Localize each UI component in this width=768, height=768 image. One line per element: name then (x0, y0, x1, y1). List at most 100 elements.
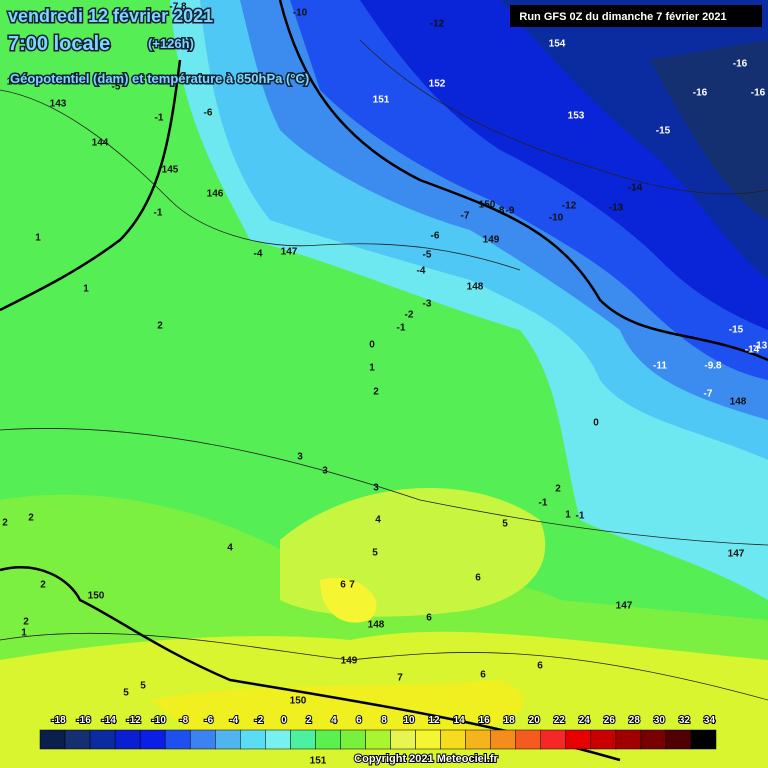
temperature-label: -2 (405, 310, 414, 321)
legend-swatch (440, 729, 466, 750)
temperature-label: -1 (397, 323, 406, 334)
geopotential-label: 151 (310, 756, 327, 767)
geopotential-label: 147 (616, 601, 633, 612)
legend-swatch (540, 729, 567, 750)
legend-tick-label: 12 (429, 715, 441, 726)
geopotential-label: 146 (207, 189, 224, 200)
temperature-label: -5 (112, 82, 121, 93)
geopotential-label: 148 (467, 282, 484, 293)
legend-tick-label: 32 (679, 715, 691, 726)
legend-tick-label: 18 (504, 715, 516, 726)
isohypses-thin (0, 39, 768, 701)
temperature-label: 3 (373, 483, 379, 494)
temperature-label: -7 (461, 211, 470, 222)
legend-tick-label: 2 (306, 715, 312, 726)
legend-swatch (465, 729, 491, 750)
legend-tick-label: 8 (381, 715, 387, 726)
legend-tick-label: 20 (529, 715, 541, 726)
temperature-label: 6 (340, 580, 346, 591)
temperature-label: 0 (369, 340, 375, 351)
geopotential-label: 150 (290, 696, 307, 707)
legend-swatch (415, 729, 441, 750)
legend-tick-label: -12 (126, 715, 141, 726)
temperature-label: 0 (593, 418, 599, 429)
temperature-label: -5 (423, 250, 432, 261)
forecast-time: 7:00 locale (8, 33, 110, 55)
geopotential-label: 150 (88, 591, 105, 602)
temperature-label: 2 (23, 617, 29, 628)
temperature-label: -7 (704, 389, 713, 400)
run-info: Run GFS 0Z du dimanche 7 février 2021 (519, 11, 726, 23)
geopotential-label: 147 (728, 549, 745, 560)
geopotential-label: 141 (7, 77, 24, 88)
legend-tick-label: -4 (229, 715, 238, 726)
copyright: Copyright 2021 Meteociel.fr (354, 753, 498, 765)
legend-tick-label: 0 (281, 715, 287, 726)
legend-swatch (114, 729, 141, 750)
legend-swatch (590, 729, 617, 750)
legend-tick-label: 24 (579, 715, 591, 726)
legend-tick-label: 26 (604, 715, 616, 726)
temperature-label: -1 (154, 208, 163, 219)
geopotential-label: 154 (549, 39, 566, 50)
legend-tick-label: 10 (403, 715, 415, 726)
temperature-label: 2 (373, 387, 379, 398)
geopotential-label: 149 (341, 656, 358, 667)
temperature-label: 2 (157, 321, 163, 332)
legend-swatch (265, 729, 291, 750)
temperature-label: -9 (506, 206, 515, 217)
legend-swatch (240, 729, 266, 750)
legend-tick-label: 28 (629, 715, 641, 726)
geopotential-label: 152 (429, 79, 446, 90)
temperature-label: -14 (628, 183, 643, 194)
geopotential-label: 149 (483, 235, 500, 246)
temperature-label: -16 (733, 59, 748, 70)
legend-tick-label: -10 (151, 715, 166, 726)
legend-swatch (490, 729, 516, 750)
legend-swatch (665, 729, 692, 750)
legend-swatch (340, 729, 366, 750)
legend-tick-label: -14 (101, 715, 116, 726)
temperature-label: -4 (254, 249, 263, 260)
temperature-label: 7 (397, 673, 403, 684)
legend-swatch (365, 729, 391, 750)
temperature-label: -1 (576, 511, 585, 522)
temperature-label: 1 (565, 510, 571, 521)
temperature-label: -12 (430, 19, 445, 30)
legend-tick-label: -18 (51, 715, 66, 726)
color-legend: -18 -16 -14 -12 -10 -8 -6 -4 -2 0 2 4 6 8 10 12 14 16 18 20… (39, 714, 717, 750)
legend-tick-label: 4 (331, 715, 337, 726)
legend-swatch (290, 729, 316, 750)
legend-swatch (315, 729, 341, 750)
geopotential-label: 153 (568, 111, 585, 122)
temperature-label: 3 (322, 466, 328, 477)
temperature-label: -6 (431, 231, 440, 242)
legend-swatch (515, 729, 541, 750)
temperature-label: 2 (40, 580, 46, 591)
legend-swatch (690, 729, 717, 750)
temperature-label: -16 (751, 88, 766, 99)
temperature-label: 5 (502, 519, 508, 530)
geopotential-label: 148 (730, 397, 747, 408)
legend-tick-label: -16 (76, 715, 91, 726)
legend-tick-label: 6 (356, 715, 362, 726)
temperature-label: 2 (555, 484, 561, 495)
temperature-label: 5 (140, 681, 146, 692)
legend-tick-label: -2 (254, 715, 263, 726)
temperature-label: 1 (83, 284, 89, 295)
legend-swatch (390, 729, 416, 750)
temperature-label: -7.8 (169, 2, 187, 13)
legend-swatch (164, 729, 191, 750)
temperature-label: 6 (537, 661, 543, 672)
temperature-label: -14 (745, 345, 760, 356)
legend-tick-label: 30 (654, 715, 666, 726)
legend-tick-label: 22 (554, 715, 566, 726)
temperature-label: -6 (204, 108, 213, 119)
temperature-label: 3 (297, 452, 303, 463)
geopotential-label: 150 (479, 200, 496, 211)
temperature-label: 1 (35, 233, 41, 244)
temperature-label: -10 (293, 8, 308, 19)
temperature-label: -12 (562, 201, 577, 212)
